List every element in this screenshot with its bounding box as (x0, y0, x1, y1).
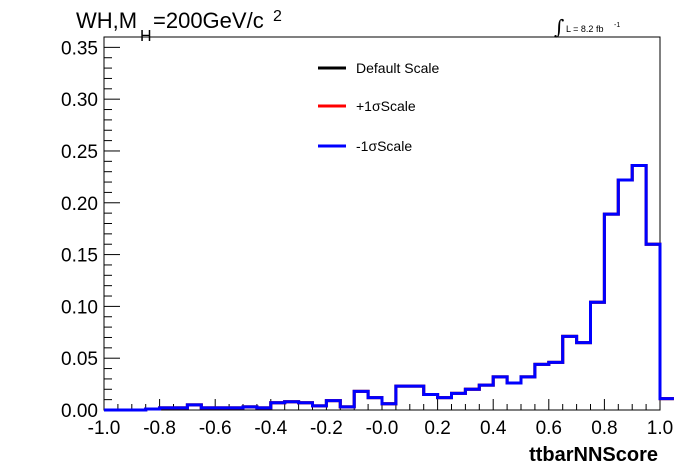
y-tick-label: 0.30 (61, 90, 98, 111)
integral-sign: ∫ (554, 15, 564, 39)
histogram-series (104, 163, 674, 412)
title-rest: =200GeV/c (153, 8, 264, 33)
x-tick-label: 0.8 (591, 418, 617, 439)
x-tick-label: -0.4 (254, 418, 287, 439)
y-tick-label: 0.15 (61, 246, 98, 267)
x-axis-label: ttbarNNScore (529, 444, 658, 466)
x-tick-label: 1.0 (647, 418, 673, 439)
series-0-line (104, 163, 674, 412)
y-tick-label: 0.20 (61, 194, 98, 215)
y-tick-label: 0.05 (61, 349, 98, 370)
x-tick-label: 0.6 (536, 418, 562, 439)
axes: -1.0 -0.8 -0.6 -0.4 -0.2 -0.0 0.2 0.4 0.6 0.8 1.0 0… (61, 36, 673, 439)
x-tick-label: -0.2 (310, 418, 343, 439)
x-tick-label: 0.4 (480, 418, 507, 439)
legend-label: Default Scale (356, 60, 439, 76)
x-tick-label: 0.2 (424, 418, 450, 439)
luminosity-label: ∫ L = 8.2 fb -1 (554, 15, 620, 39)
y-tick-label: 0.10 (61, 297, 98, 318)
y-tick-label: 0.25 (61, 142, 98, 163)
series-2-line (104, 163, 674, 412)
title-superscript: 2 (273, 8, 282, 25)
y-tick-label: 0.00 (61, 401, 98, 422)
lumi-text: L = 8.2 fb (566, 24, 603, 34)
lumi-superscript: -1 (614, 22, 620, 29)
series-1-line (104, 163, 674, 412)
legend: Default Scale +1σScale -1σScale (318, 60, 439, 154)
x-tick-label: -1.0 (88, 418, 121, 439)
legend-label: +1σScale (356, 98, 416, 114)
chart-title: WH,M H =200GeV/c 2 (76, 8, 282, 45)
legend-label: -1σScale (356, 138, 412, 154)
y-tick-label: 0.35 (61, 38, 98, 59)
title-main: WH,M (76, 8, 137, 33)
x-tick-label: -0.0 (366, 418, 399, 439)
plot-frame (103, 36, 661, 411)
x-tick-label: -0.6 (199, 418, 232, 439)
x-tick-label: -0.8 (143, 418, 176, 439)
title-subscript: H (140, 28, 152, 45)
